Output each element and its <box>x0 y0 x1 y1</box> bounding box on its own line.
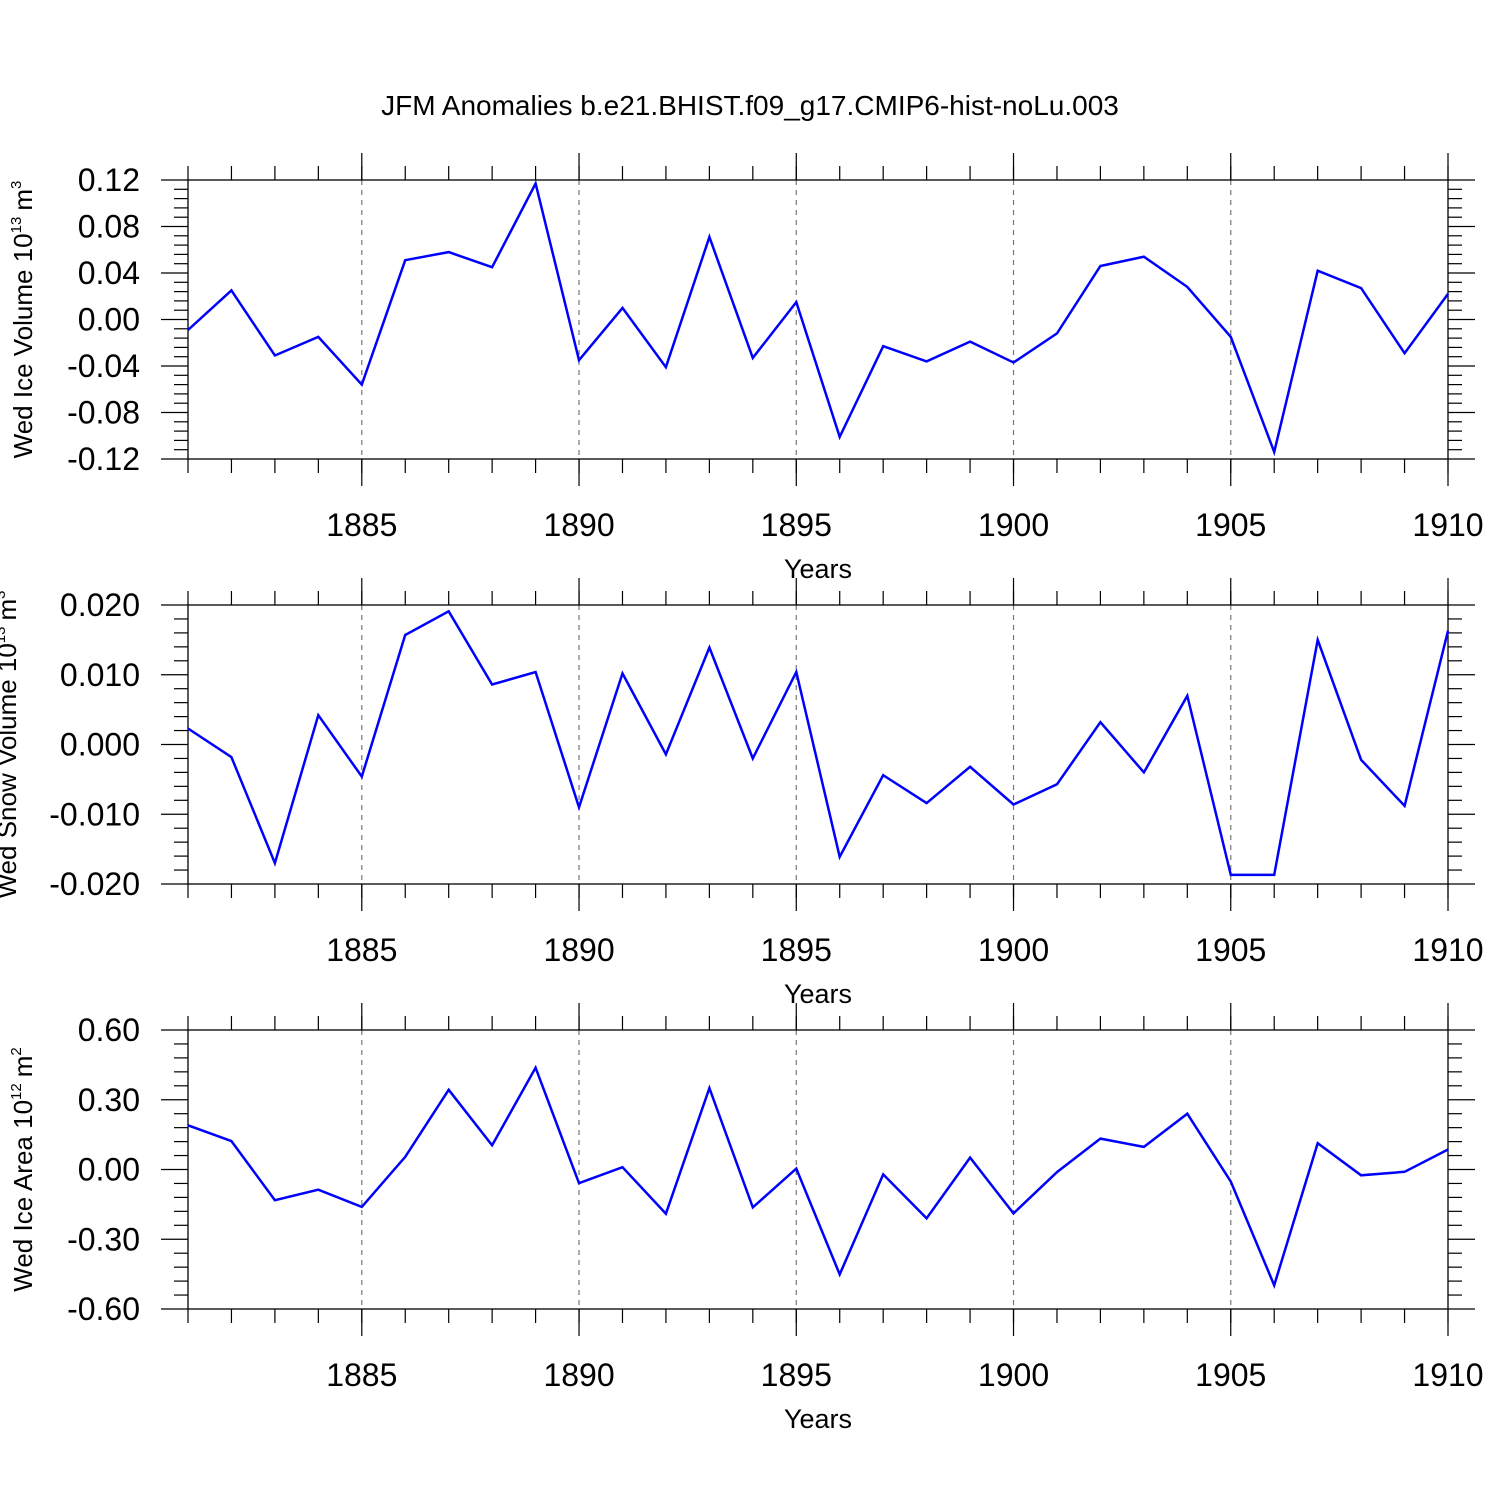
y-axis-label-unit: m <box>8 189 38 211</box>
x-axis-label: Years <box>784 979 852 1009</box>
y-axis-label-unit-exponent: 2 <box>8 1047 25 1055</box>
x-tick-label: 1885 <box>326 1357 397 1393</box>
y-axis-label-exponent: 13 <box>0 626 9 643</box>
y-tick-label: 0.00 <box>78 302 140 338</box>
x-tick-label: 1885 <box>326 932 397 968</box>
x-axis-label: Years <box>784 554 852 584</box>
x-tick-label: 1905 <box>1195 1357 1266 1393</box>
y-axis-label-unit-exponent: 3 <box>8 181 25 189</box>
x-tick-label: 1900 <box>978 932 1049 968</box>
y-axis-label-unit: m <box>0 599 22 621</box>
plot-frame <box>187 604 1449 885</box>
y-tick-label: -0.08 <box>67 395 140 431</box>
y-tick-label: 0.60 <box>78 1012 140 1048</box>
y-tick-label: -0.020 <box>49 866 140 902</box>
y-tick-label: -0.04 <box>67 348 140 384</box>
chart-panel-2: 1885 1890 1895 1900 1905 1910 0.020 0.010 0.000 -… <box>0 578 1484 1009</box>
x-axis-label: Years <box>784 1404 852 1434</box>
x-tick-label: 1890 <box>543 507 614 543</box>
x-tick-label: 1890 <box>543 1357 614 1393</box>
y-tick-label: 0.08 <box>78 209 140 245</box>
x-tick-label: 1905 <box>1195 507 1266 543</box>
x-tick-label: 1895 <box>761 1357 832 1393</box>
y-tick-label: -0.60 <box>67 1291 140 1327</box>
y-tick-label: 0.020 <box>60 587 140 623</box>
x-tick-label: 1900 <box>978 1357 1049 1393</box>
figure-title: JFM Anomalies b.e21.BHIST.f09_g17.CMIP6-… <box>381 90 1119 121</box>
y-axis-label: Wed Ice Volume 1013 m3 <box>8 181 38 459</box>
y-tick-label: 0.12 <box>78 162 140 198</box>
y-tick-label: -0.12 <box>67 441 140 477</box>
x-tick-label: 1895 <box>761 932 832 968</box>
y-axis-label-exponent: 12 <box>8 1083 25 1100</box>
y-axis-label-unit-exponent: 3 <box>0 590 9 598</box>
y-tick-label: 0.00 <box>78 1152 140 1188</box>
y-tick-label: -0.30 <box>67 1221 140 1257</box>
x-tick-label: 1890 <box>543 932 614 968</box>
x-tick-label: 1910 <box>1412 1357 1483 1393</box>
panels: 1885 1890 1895 1900 1905 1910 0.12 0.08 0.04 0.00… <box>0 153 1484 1434</box>
y-axis-label-text: Wed Ice Volume 10 <box>8 233 38 458</box>
y-tick-label: 0.04 <box>78 255 140 291</box>
x-tick-label: 1895 <box>761 507 832 543</box>
series-line <box>187 609 1450 877</box>
y-tick-label: -0.010 <box>49 796 140 832</box>
x-tick-label: 1885 <box>326 507 397 543</box>
y-axis-label-exponent: 13 <box>8 217 25 234</box>
chart-panel-3: 1885 1890 1895 1900 1905 1910 0.60 0.30 0.00 -0.3… <box>8 1003 1484 1434</box>
y-tick-label: 0.010 <box>60 657 140 693</box>
y-axis-label-unit: m <box>8 1056 38 1078</box>
series-line <box>187 1064 1449 1289</box>
y-axis-label: Wed Snow Volume 1013 m3 <box>0 590 22 898</box>
plot-frame <box>187 179 1449 460</box>
y-axis-label-text: Wed Ice Area 10 <box>8 1100 38 1292</box>
x-tick-label: 1910 <box>1412 932 1483 968</box>
y-axis-label-text: Wed Snow Volume 10 <box>0 643 22 898</box>
x-tick-label: 1900 <box>978 507 1049 543</box>
y-axis-label: Wed Ice Area 1012 m2 <box>8 1047 38 1291</box>
series-line <box>187 179 1450 457</box>
chart-panel-1: 1885 1890 1895 1900 1905 1910 0.12 0.08 0.04 0.00… <box>8 153 1484 584</box>
x-tick-label: 1905 <box>1195 932 1266 968</box>
y-tick-label: 0.30 <box>78 1082 140 1118</box>
x-tick-label: 1910 <box>1412 507 1483 543</box>
plot-frame <box>187 1029 1449 1310</box>
y-tick-label: 0.000 <box>60 727 140 763</box>
